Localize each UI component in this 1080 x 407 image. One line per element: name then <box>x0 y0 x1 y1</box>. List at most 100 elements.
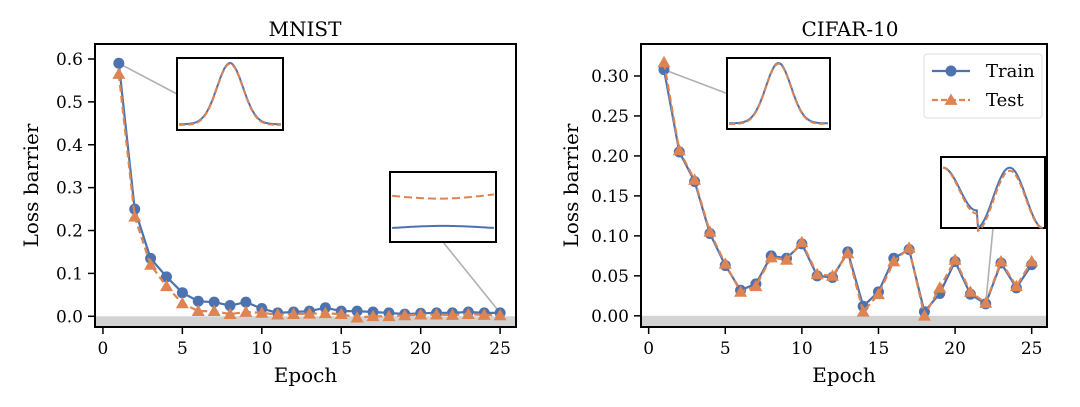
y-tick-label: 0.25 <box>591 107 629 127</box>
test-point <box>826 269 840 281</box>
test-point <box>887 254 901 267</box>
y-tick-label: 0.15 <box>591 187 629 207</box>
test-point <box>1025 254 1039 267</box>
x-tick-label: 15 <box>330 339 352 359</box>
y-tick-label: 0.05 <box>591 267 629 287</box>
x-tick-label: 0 <box>98 339 109 359</box>
y-tick-label: 0.30 <box>591 67 629 87</box>
inset-train-curve <box>392 224 494 229</box>
test-point <box>764 250 778 263</box>
inset-leader-line <box>663 68 728 95</box>
test-point <box>318 306 332 319</box>
train-point <box>176 287 188 299</box>
test-point <box>271 308 285 320</box>
test-point <box>191 304 205 317</box>
y-tick-label: 0.0 <box>56 307 83 327</box>
test-point <box>255 306 269 318</box>
chart-title: MNIST <box>269 17 343 41</box>
inset-test-curve <box>392 193 495 200</box>
legend-test-label: Test <box>986 90 1024 111</box>
test-point <box>398 308 412 321</box>
y-tick-label: 0.10 <box>591 227 629 247</box>
test-point <box>856 305 870 317</box>
test-point <box>810 267 824 280</box>
y-axis-label: Loss barrier <box>559 123 583 247</box>
mnist-panel: MNIST 0.0 0.1 0.2 0.3 0.4 0.5 0.6 0 5 10 15 20 25 Epoc… <box>19 17 517 387</box>
y-tick-label: 0.1 <box>56 264 83 284</box>
test-point <box>287 307 301 320</box>
test-point <box>477 308 491 320</box>
test-point <box>144 258 158 270</box>
test-point <box>979 296 993 308</box>
test-point <box>902 241 916 253</box>
test-point <box>382 309 396 322</box>
axes-frame <box>640 43 1048 328</box>
y-tick-label: 0.20 <box>591 147 629 167</box>
test-point <box>112 67 126 79</box>
train-point <box>208 296 220 308</box>
test-point <box>334 307 348 320</box>
test-point <box>366 309 380 322</box>
test-point <box>350 311 364 323</box>
test-point <box>175 296 189 309</box>
cifar10-panel: CIFAR-10 0.00 0.05 0.10 0.15 0.20 0.25 0.30 0 5 10… <box>559 17 1048 387</box>
zero-band <box>95 316 516 327</box>
inset-2 <box>389 171 497 243</box>
y-tick-label: 0.2 <box>56 222 83 242</box>
test-point <box>159 279 173 292</box>
x-tick-label: 25 <box>1021 339 1043 359</box>
test-point <box>1009 279 1023 292</box>
train-point <box>240 296 252 308</box>
axes-frame <box>94 43 517 328</box>
test-point <box>871 287 885 300</box>
legend-train-label: Train <box>986 61 1035 82</box>
test-point <box>688 173 702 185</box>
y-tick-label: 0.00 <box>591 307 629 327</box>
inset-frame <box>176 57 284 131</box>
legend-train-marker <box>945 65 957 77</box>
test-point <box>207 304 221 317</box>
x-tick-label: 5 <box>720 339 731 359</box>
x-tick-label: 15 <box>868 339 890 359</box>
test-point <box>994 254 1008 267</box>
chart-title: CIFAR-10 <box>801 17 898 41</box>
test-point <box>302 307 316 319</box>
legend: Train Test <box>923 53 1043 119</box>
test-point <box>734 285 748 297</box>
x-tick-label: 0 <box>643 339 654 359</box>
y-tick-label: 0.6 <box>56 50 83 70</box>
y-tick-label: 0.3 <box>56 179 83 199</box>
test-point <box>917 309 931 321</box>
inset-frame <box>726 57 831 130</box>
test-point <box>430 308 444 320</box>
inset-leader-line <box>442 241 501 314</box>
zero-band <box>641 315 1047 327</box>
x-tick-label: 25 <box>489 339 511 359</box>
x-tick-label: 5 <box>177 339 188 359</box>
train-point <box>113 57 125 69</box>
y-tick-label: 0.5 <box>56 93 83 113</box>
inset-frame <box>389 171 497 243</box>
legend-test-marker <box>944 93 958 105</box>
test-point <box>718 257 732 269</box>
test-point <box>414 308 428 320</box>
inset-leader-line <box>984 227 994 304</box>
test-point <box>657 55 671 68</box>
inset-2 <box>940 156 1046 233</box>
test-point <box>963 285 977 297</box>
test-point <box>672 143 686 156</box>
inset-test-curve <box>179 62 281 126</box>
inset-1 <box>176 57 284 131</box>
x-axis-label: Epoch <box>274 363 338 387</box>
test-point <box>749 279 763 292</box>
x-tick-label: 10 <box>251 339 273 359</box>
test-point <box>841 246 855 259</box>
y-axis-label: Loss barrier <box>19 123 43 247</box>
x-tick-label: 20 <box>944 339 966 359</box>
test-point <box>128 210 142 222</box>
test-point <box>780 253 794 265</box>
train-point <box>160 271 172 283</box>
test-point <box>493 308 507 321</box>
inset-test-curve <box>729 62 828 125</box>
